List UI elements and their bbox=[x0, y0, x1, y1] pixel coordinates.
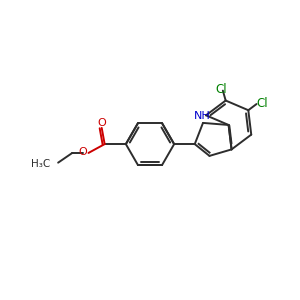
Text: NH: NH bbox=[194, 111, 211, 122]
Text: Cl: Cl bbox=[215, 83, 227, 96]
Text: H₃C: H₃C bbox=[31, 159, 50, 169]
Text: Cl: Cl bbox=[256, 97, 268, 110]
Text: O: O bbox=[98, 118, 106, 128]
Text: O: O bbox=[79, 147, 88, 158]
